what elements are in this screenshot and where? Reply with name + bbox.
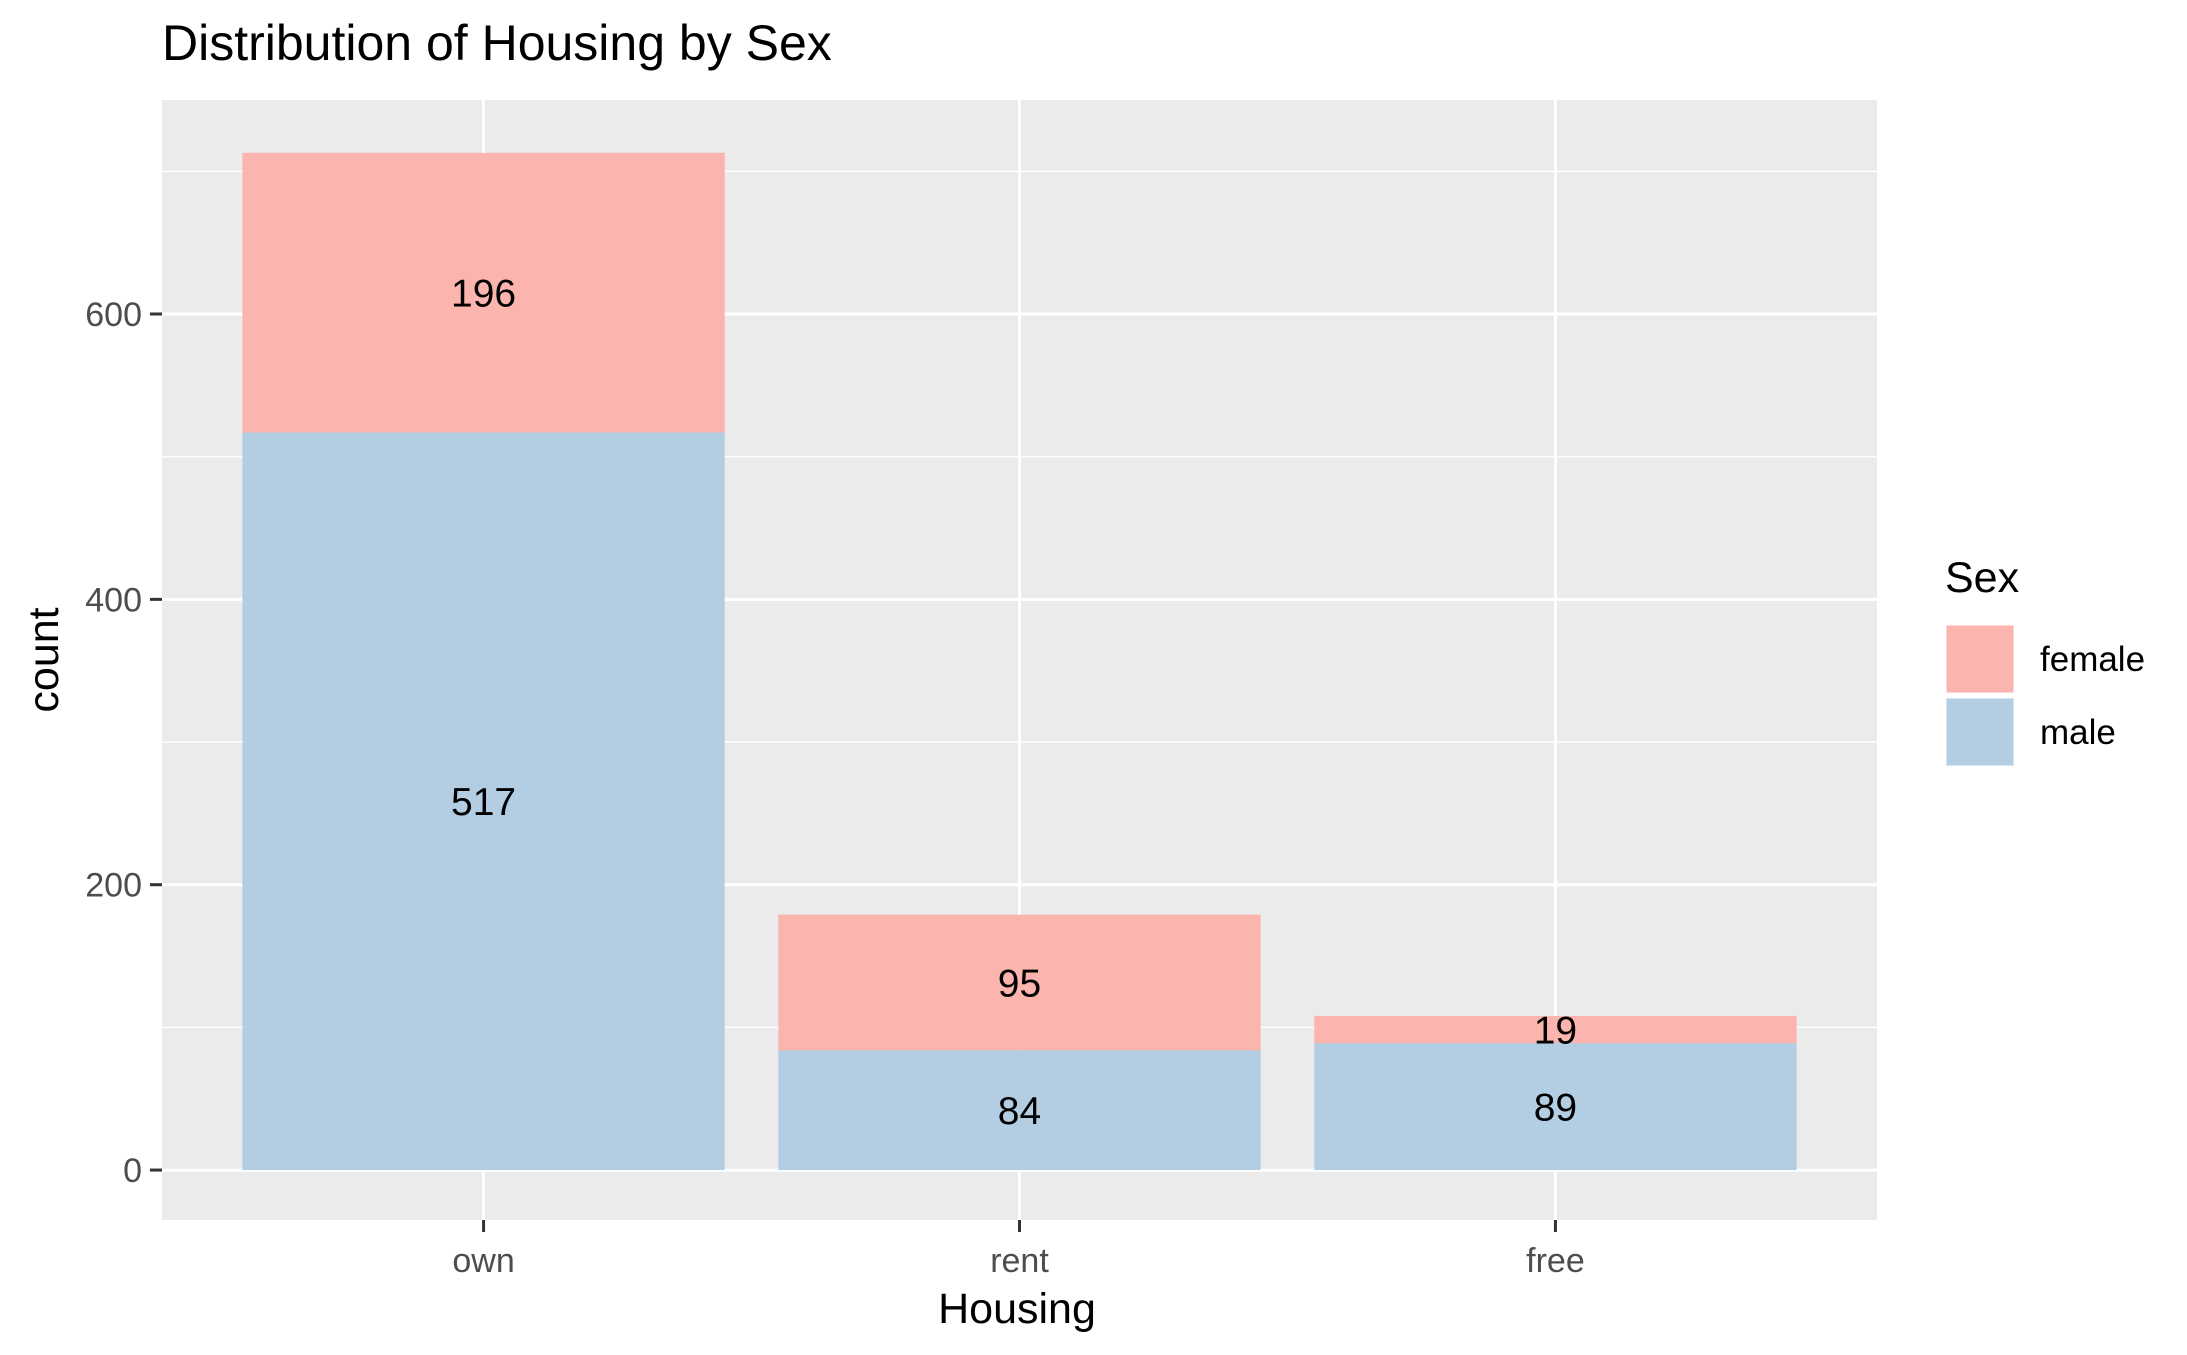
plot-panel: 517 196 84 95 89 19 bbox=[162, 100, 1877, 1220]
legend-key-male bbox=[1943, 695, 2017, 769]
data-label-male-free: 89 bbox=[1534, 1087, 1577, 1130]
y-tick-label: 200 bbox=[85, 867, 142, 905]
axes: 0 200 400 600 own rent free bbox=[85, 296, 1584, 1280]
x-axis-title: Housing bbox=[938, 1285, 1096, 1333]
bar-male-rent bbox=[778, 1050, 1261, 1171]
data-label-male-own: 517 bbox=[451, 781, 516, 824]
x-tick-label-free: free bbox=[1526, 1242, 1585, 1280]
data-label-female-own: 196 bbox=[451, 273, 516, 316]
y-axis-title: count bbox=[20, 607, 68, 712]
legend-label-female: female bbox=[2040, 640, 2145, 679]
y-tick-label: 600 bbox=[85, 296, 142, 334]
legend-title: Sex bbox=[1945, 554, 2020, 602]
data-label-male-rent: 84 bbox=[998, 1090, 1041, 1133]
y-tick-label: 0 bbox=[123, 1152, 142, 1190]
bar-female-own bbox=[242, 152, 725, 433]
x-tick-label-rent: rent bbox=[990, 1242, 1049, 1280]
legend-key-female bbox=[1943, 622, 2017, 696]
bar-male-own bbox=[242, 432, 725, 1171]
legend: Sex female male bbox=[1943, 554, 2145, 769]
y-tick-label: 400 bbox=[85, 581, 142, 619]
x-tick-label-own: own bbox=[452, 1242, 514, 1280]
bar-male-free bbox=[1314, 1043, 1797, 1171]
data-label-female-free: 19 bbox=[1534, 1010, 1577, 1053]
bar-female-free bbox=[1314, 1015, 1797, 1044]
bar-female-rent bbox=[778, 914, 1261, 1051]
chart-title: Distribution of Housing by Sex bbox=[162, 15, 832, 71]
legend-label-male: male bbox=[2040, 713, 2116, 752]
data-label-female-rent: 95 bbox=[998, 962, 1041, 1005]
